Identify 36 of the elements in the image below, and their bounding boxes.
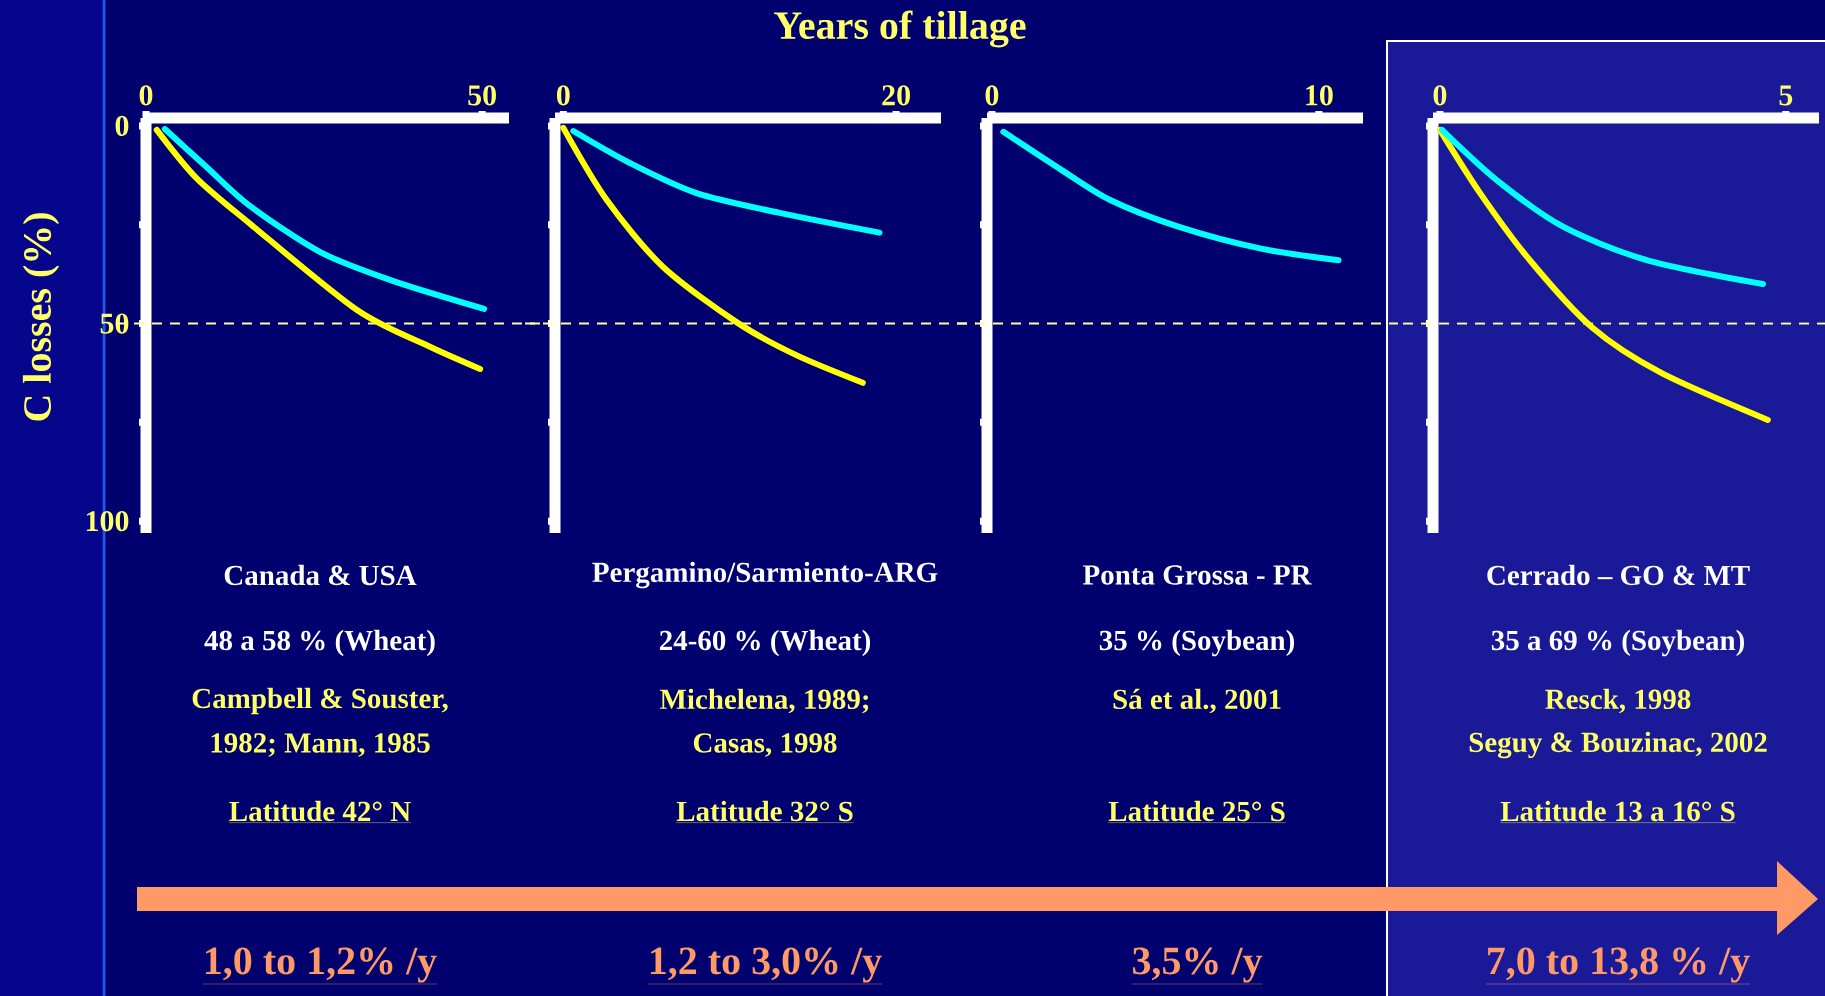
x-tick-label: 20 — [882, 85, 910, 106]
y-tick-label: 50 — [100, 313, 129, 334]
y-axis-title: C losses (%) — [22, 213, 60, 421]
text: Casas, 1998 — [693, 733, 837, 757]
text: 24-60 % (Wheat) — [659, 629, 871, 657]
text: 1,2 to 3,0% /y — [650, 947, 882, 983]
text: Latitude 42° N — [229, 800, 411, 822]
text: 48 a 58 % (Wheat) — [204, 629, 435, 657]
text: 1982; Mann, 1985 — [211, 733, 430, 757]
text: Latitude 13 a 16° S — [1500, 800, 1735, 822]
y-tick-label: 100 — [86, 511, 129, 532]
text: Michelena, 1989; — [660, 688, 869, 714]
text: 7,0 to 13,8 % /y — [1488, 947, 1750, 983]
text: 3,5% /y — [1132, 947, 1263, 983]
text: Campbell & Souster, — [192, 687, 448, 715]
text: Cerrado – GO & MT — [1487, 564, 1750, 586]
text: Latitude 25° S — [1108, 800, 1285, 822]
x-tick-label: 0 — [139, 85, 153, 106]
x-tick-label: 50 — [468, 85, 496, 106]
x-tick-label: 0 — [985, 85, 999, 106]
text: Latitude 32° S — [676, 800, 853, 822]
text: Seguy & Bouzinac, 2002 — [1469, 731, 1767, 759]
text: Pergamino/Sarmiento-ARG — [592, 561, 938, 589]
x-tick-label: 0 — [1433, 85, 1447, 106]
text: Canada & USA — [224, 564, 417, 586]
text: Resck, 1998 — [1545, 688, 1691, 714]
text: 35 a 69 % (Soybean) — [1491, 629, 1745, 657]
text: 35 % (Soybean) — [1099, 629, 1295, 657]
x-axis-title: Years of tillage — [774, 10, 1026, 48]
x-tick-label: 0 — [556, 85, 570, 106]
text: Ponta Grossa - PR — [1083, 565, 1312, 585]
x-tick-label: 10 — [1306, 85, 1333, 106]
y-tick-label: 0 — [115, 115, 129, 137]
x-tick-label: 5 — [1779, 85, 1793, 106]
text: Sá et al., 2001 — [1113, 688, 1281, 714]
text: 1,0 to 1,2% /y — [205, 947, 437, 983]
